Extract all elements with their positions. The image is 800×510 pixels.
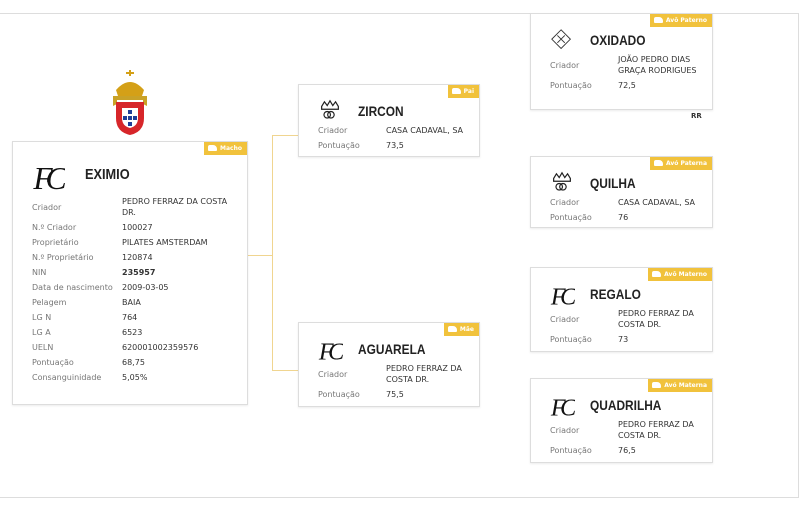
field-value: 6523 [122,328,143,337]
field-value: 72,5 [618,81,636,90]
svg-text:C: C [46,161,65,194]
horse-card: Avô Materno F C REGALO Criador PEDRO FERRAZ D… [530,267,713,352]
breeder-logo [321,99,339,119]
field-label: Criador [550,314,580,324]
breeder-logo: FC [550,394,575,419]
field-value: JOÃO PEDRO DIAS GRAÇA RODRIGUES [618,55,697,75]
svg-text:F: F [32,161,53,194]
field-value: PEDRO FERRAZ DA COSTA DR. [122,197,228,217]
field-label: Pontuação [550,446,592,455]
field-label: Pontuação [318,141,360,150]
connector [248,255,272,256]
horse-name: QUADRILHA [590,397,662,413]
field-label: Proprietário [32,238,79,247]
info-table: Criador PEDRO FERRAZ DA COSTA DR. Pontuaçã… [550,419,700,456]
breeder-logo [551,29,572,50]
field-label: Criador [550,60,580,70]
field-label: Criador [318,369,348,379]
breeder-logo: FC [32,161,65,194]
field-label: LG N [32,313,52,322]
horse-card: Avô Paterno OXIDADO Criador JOÃO PEDRO DIAS… [530,13,713,110]
horse-name: ZIRCON [358,103,404,119]
field-value: 620001002359576 [122,343,199,352]
field-value: 120874 [122,253,153,262]
content-frame [0,13,799,498]
field-value: 75,5 [386,390,404,399]
breeder-logo [553,171,571,191]
field-value: 68,75 [122,358,145,367]
field-value: 73,5 [386,141,404,150]
field-value: PILATES AMSTERDAM [122,238,208,247]
info-table: Criador CASA CADAVAL, SA Pontuação 76 [550,197,700,223]
field-label: Consanguinidade [32,373,102,382]
horse-name: QUILHA [590,175,636,191]
horse-card: Avó Paterna QUILHA Criador CASA CADAVAL, SA… [530,156,713,228]
horse-name: REGALO [590,286,641,302]
info-table: Criador JOÃO PEDRO DIAS GRAÇA RODRIGUES Po… [550,54,700,91]
horse-card: Macho F C EXIMIO Criador PEDRO FERRAZ DA COST… [12,141,248,405]
field-label: Pontuação [550,213,592,222]
field-value: 100027 [122,223,153,232]
horse-name: EXIMIO [85,166,130,183]
info-table: Criador PEDRO FERRAZ DA COSTA DR. Pontuaçã… [550,308,700,345]
field-label: Pontuação [550,335,592,344]
sex-badge: Pai [447,85,479,98]
info-table: Criador PEDRO FERRAZ DA COSTA DR. N.º Cria… [32,196,235,383]
sex-badge: Avó Paterna [649,157,712,170]
field-value: PEDRO FERRAZ DA COSTA DR. [618,420,694,440]
field-label: Pontuação [550,81,592,90]
horse-name: OXIDADO [590,32,646,48]
sex-badge: Avó Materna [648,379,712,392]
svg-text:F: F [550,283,566,308]
field-label: Criador [550,425,580,435]
svg-text:C: C [560,394,575,419]
field-label: N.º Proprietário [32,253,94,262]
field-value: 764 [122,313,138,322]
field-label: NIN [32,268,47,277]
field-label: Criador [32,202,62,212]
horse-name: AGUARELA [358,341,426,357]
field-value: 73 [618,335,629,344]
field-value: PEDRO FERRAZ DA COSTA DR. [386,364,462,384]
breeder-logo: FC [318,338,343,363]
field-value: PEDRO FERRAZ DA COSTA DR. [618,309,694,329]
horse-card: Avó Materna F C QUADRILHA Criador PEDRO FERRA… [530,378,713,463]
field-label: Pelagem [32,298,67,307]
field-value: 76,5 [618,446,636,455]
svg-text:F: F [550,394,566,419]
field-label: Pontuação [318,390,360,399]
sex-badge: Mãe [443,323,479,336]
sex-badge: Avô Paterno [649,14,712,27]
field-label: LG A [32,328,51,337]
coat-of-arms [113,70,147,135]
field-label: Criador [550,198,580,207]
sex-badge: Macho [204,142,247,155]
field-label: Data de nascimento [32,283,113,292]
field-label: Criador [318,126,348,135]
svg-text:F: F [318,338,334,363]
note: RR [691,112,702,120]
field-value: CASA CADAVAL, SA [618,198,696,207]
horse-card: Pai ZIRCON Criador CASA CADAVAL, SA Pontuaçã… [298,84,480,157]
field-label: Pontuação [32,358,74,367]
sex-badge: Avô Materno [648,268,712,281]
horse-card: Mãe F C AGUARELA Criador PEDRO FERRAZ DA COST… [298,322,480,407]
connector [272,135,298,136]
field-value: 2009-03-05 [122,283,169,292]
field-value: BAIA [122,298,141,307]
breeder-logo: FC [550,283,575,308]
connector [272,135,273,371]
field-label: UELN [32,343,54,352]
field-value: 5,05% [122,373,148,382]
field-value: CASA CADAVAL, SA [386,126,464,135]
svg-text:C: C [328,338,343,363]
field-value: 235957 [122,268,156,277]
info-table: Criador PEDRO FERRAZ DA COSTA DR. Pontuaçã… [318,363,467,400]
info-table: Criador CASA CADAVAL, SA Pontuação 73,5 [318,125,467,151]
field-value: 76 [618,213,629,222]
field-label: N.º Criador [32,223,77,232]
svg-text:C: C [560,283,575,308]
connector [272,370,298,371]
